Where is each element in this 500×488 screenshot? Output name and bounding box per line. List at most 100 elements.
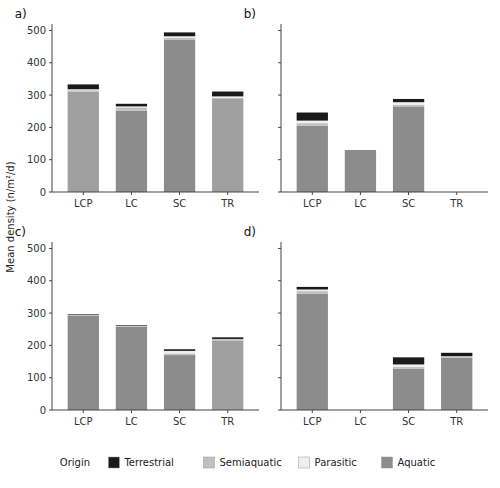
- legend-label: Aquatic: [398, 457, 436, 468]
- bar-segment: [297, 287, 328, 290]
- bar-segment: [116, 326, 147, 328]
- bar-segment: [345, 150, 376, 151]
- panel-label: c): [15, 225, 26, 239]
- bar-segment: [212, 339, 243, 341]
- bar-segment: [441, 353, 472, 356]
- x-tick: [456, 410, 457, 413]
- bar-segment: [116, 326, 147, 327]
- y-axis: [52, 242, 53, 410]
- bar-segment: [68, 315, 99, 316]
- x-tick-label: SC: [173, 198, 186, 209]
- x-tick-label: TR: [220, 416, 234, 427]
- bar-segment: [345, 150, 376, 151]
- x-tick: [131, 410, 132, 413]
- y-tick: [278, 377, 281, 378]
- y-tick: [49, 30, 52, 31]
- bar-segment: [212, 96, 243, 98]
- x-tick-label: LC: [354, 198, 367, 209]
- bar-segment: [164, 38, 195, 40]
- bar-segment: [164, 40, 195, 192]
- bar-segment: [68, 84, 99, 89]
- y-tick: [278, 62, 281, 63]
- y-tick: [49, 95, 52, 96]
- y-tick: [278, 248, 281, 249]
- x-tick: [408, 410, 409, 413]
- x-tick-label: SC: [402, 198, 415, 209]
- x-tick-label: LCP: [303, 416, 322, 427]
- bar-segment: [393, 99, 424, 102]
- bar-segment: [393, 102, 424, 105]
- bar-segment: [164, 32, 195, 36]
- bar-segment: [164, 351, 195, 354]
- x-tick-label: SC: [173, 416, 186, 427]
- bar-segment: [297, 113, 328, 121]
- bar-segment: [212, 99, 243, 192]
- bar-segment: [297, 126, 328, 192]
- bar-segment: [164, 355, 195, 410]
- bars: [297, 99, 425, 192]
- legend-swatch: [382, 457, 393, 468]
- y-tick: [278, 192, 281, 193]
- panel: LCPLCSCTRd): [244, 225, 488, 427]
- legend-swatch: [108, 457, 119, 468]
- legend-swatch: [299, 457, 310, 468]
- bars: [297, 287, 473, 410]
- bar-segment: [116, 325, 147, 327]
- x-tick: [83, 192, 84, 195]
- legend-label: Terrestrial: [123, 457, 173, 468]
- y-tick: [278, 345, 281, 346]
- y-axis-label: Mean density (n/m²/d): [5, 161, 16, 272]
- legend-title: Origin: [60, 457, 90, 468]
- x-tick: [312, 410, 313, 413]
- x-tick-label: LCP: [303, 198, 322, 209]
- bar-segment: [164, 36, 195, 38]
- x-tick: [312, 192, 313, 195]
- y-tick-label: 300: [27, 308, 46, 319]
- y-axis: [281, 242, 282, 410]
- bar-segment: [345, 150, 376, 151]
- bar-segment: [116, 327, 147, 410]
- y-tick: [49, 192, 52, 193]
- y-axis: [281, 24, 282, 192]
- bar-segment: [164, 349, 195, 351]
- panel: LCPLCSCTRb): [244, 7, 488, 209]
- bar-segment: [441, 358, 472, 410]
- x-tick: [360, 192, 361, 195]
- bar-segment: [297, 123, 328, 126]
- y-axis: [52, 24, 53, 192]
- y-tick: [49, 377, 52, 378]
- bar-segment: [212, 92, 243, 97]
- y-tick-label: 400: [27, 57, 46, 68]
- y-tick-label: 100: [27, 154, 46, 165]
- panel-label: d): [244, 225, 256, 239]
- bar-segment: [345, 150, 376, 192]
- y-tick: [49, 280, 52, 281]
- x-tick: [408, 192, 409, 195]
- x-tick-label: LC: [125, 416, 138, 427]
- bar-segment: [441, 356, 472, 358]
- bar-segment: [297, 289, 328, 291]
- y-tick: [278, 127, 281, 128]
- y-tick-label: 0: [40, 187, 46, 198]
- y-tick-label: 500: [27, 25, 46, 36]
- y-tick-label: 0: [40, 405, 46, 416]
- y-tick: [278, 313, 281, 314]
- panel-label: a): [15, 7, 27, 21]
- bar-segment: [116, 107, 147, 110]
- figure: 0100200300400500LCPLCSCTRa)Mean density …: [0, 0, 500, 488]
- bar-segment: [393, 369, 424, 410]
- y-tick: [49, 159, 52, 160]
- bar-segment: [393, 357, 424, 364]
- panel-label: b): [244, 7, 256, 21]
- y-tick-label: 100: [27, 372, 46, 383]
- x-tick-label: LC: [125, 198, 138, 209]
- bar-segment: [393, 364, 424, 367]
- bar-segment: [212, 341, 243, 410]
- y-tick: [49, 62, 52, 63]
- y-tick: [278, 159, 281, 160]
- legend-label: Semiaquatic: [220, 457, 282, 468]
- bar-segment: [68, 316, 99, 410]
- bar-segment: [297, 294, 328, 410]
- x-tick: [83, 410, 84, 413]
- x-tick-label: LCP: [74, 198, 93, 209]
